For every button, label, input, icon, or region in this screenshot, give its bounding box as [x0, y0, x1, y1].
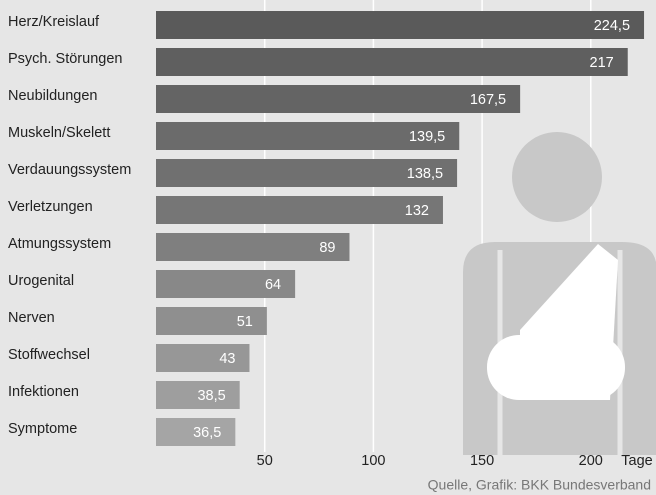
- bar: [156, 11, 645, 39]
- bar: [156, 48, 628, 76]
- value-label: 89: [319, 240, 335, 256]
- bar: [156, 233, 350, 261]
- value-label: 224,5: [594, 18, 630, 34]
- category-label: Stoffwechsel: [8, 347, 90, 363]
- category-label: Symptome: [8, 421, 77, 437]
- category-label: Nerven: [8, 310, 55, 326]
- value-label: 217: [590, 55, 614, 71]
- x-tick-label: 50: [257, 453, 273, 469]
- bar: [156, 418, 236, 446]
- bar: [156, 122, 460, 150]
- category-label: Verdauungssystem: [8, 162, 131, 178]
- value-label: 38,5: [197, 388, 225, 404]
- value-label: 167,5: [470, 92, 506, 108]
- bar: [156, 270, 296, 298]
- bars: 224,5 217 167,5 139,5 138,5 132 89 64 51 43 38,5 36…: [156, 11, 645, 446]
- value-label: 138,5: [407, 166, 443, 182]
- value-label: 36,5: [193, 425, 221, 441]
- category-label: Herz/Kreislauf: [8, 14, 100, 30]
- bar: [156, 307, 267, 335]
- axis-label: Tage: [621, 453, 652, 469]
- category-label: Infektionen: [8, 384, 79, 400]
- bar: [156, 381, 240, 409]
- bar: [156, 85, 521, 113]
- category-label: Muskeln/Skelett: [8, 125, 110, 141]
- x-tick-label: 100: [361, 453, 385, 469]
- value-label: 43: [219, 351, 235, 367]
- category-label: Neubildungen: [8, 88, 98, 104]
- source: Quelle, Grafik: BKK Bundesverband: [428, 477, 651, 493]
- value-label: 139,5: [409, 129, 445, 145]
- value-label: 64: [265, 277, 281, 293]
- x-tick-label: 150: [470, 453, 494, 469]
- category-label: Urogenital: [8, 273, 74, 289]
- category-label: Psych. Störungen: [8, 51, 122, 67]
- x-tick-label: 200: [579, 453, 603, 469]
- category-label: Atmungssystem: [8, 236, 111, 252]
- bar: [156, 344, 250, 372]
- bar: [156, 159, 458, 187]
- bar: [156, 196, 443, 224]
- value-label: 132: [405, 203, 429, 219]
- value-label: 51: [237, 314, 253, 330]
- illustration: [463, 132, 656, 455]
- category-label: Verletzungen: [8, 199, 93, 215]
